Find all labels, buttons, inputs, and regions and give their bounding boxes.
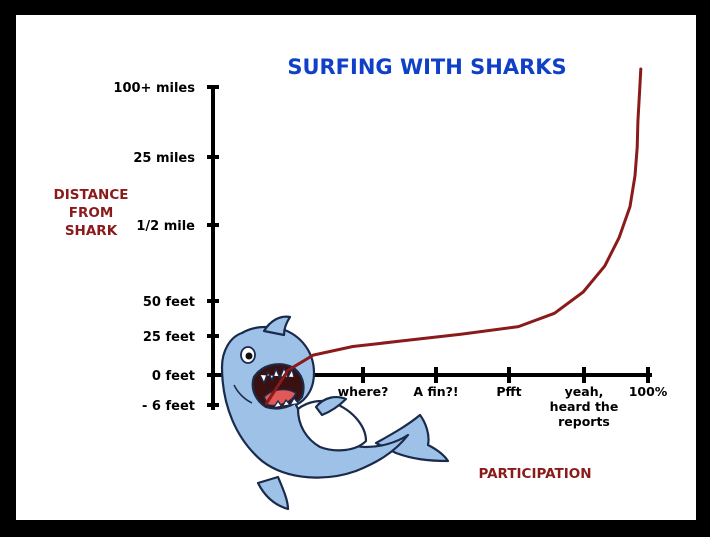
y-tick-label: 100+ miles (113, 81, 195, 96)
x-axis-title: PARTICIPATION (478, 466, 591, 482)
x-tick-label: reports (558, 414, 610, 429)
y-tick-label: 25 miles (133, 151, 195, 166)
x-tick-label: yeah, (565, 384, 604, 399)
y-axis-title-line: DISTANCE (54, 187, 129, 203)
chart-panel: SURFING WITH SHARKS DISTANCE FROM SHARK … (16, 15, 696, 520)
y-axis-title-line: SHARK (65, 223, 118, 239)
y-axis-title-line: FROM (69, 205, 114, 221)
y-tick-label: - 6 feet (142, 399, 195, 414)
chart-title: SURFING WITH SHARKS (287, 55, 566, 79)
series-line (264, 67, 643, 405)
y-tick-label: 50 feet (143, 295, 195, 310)
x-tick-label: A fin?! (413, 384, 458, 399)
y-tick-label: 1/2 mile (136, 219, 195, 234)
x-tick-label: where? (338, 384, 389, 399)
x-tick-label: Pfft (496, 384, 521, 399)
y-axis-title: DISTANCE FROM SHARK (54, 187, 129, 239)
y-tick-label: 25 feet (143, 330, 195, 345)
shark-icon (220, 315, 450, 511)
y-ticks: 100+ miles 25 miles 1/2 mile 50 feet 25 feet… (113, 81, 219, 414)
x-tick-label: 100% (629, 384, 668, 399)
chart-svg: SURFING WITH SHARKS DISTANCE FROM SHARK … (54, 55, 668, 511)
y-tick-label: 0 feet (152, 369, 195, 384)
x-tick-label: heard the (550, 399, 619, 414)
